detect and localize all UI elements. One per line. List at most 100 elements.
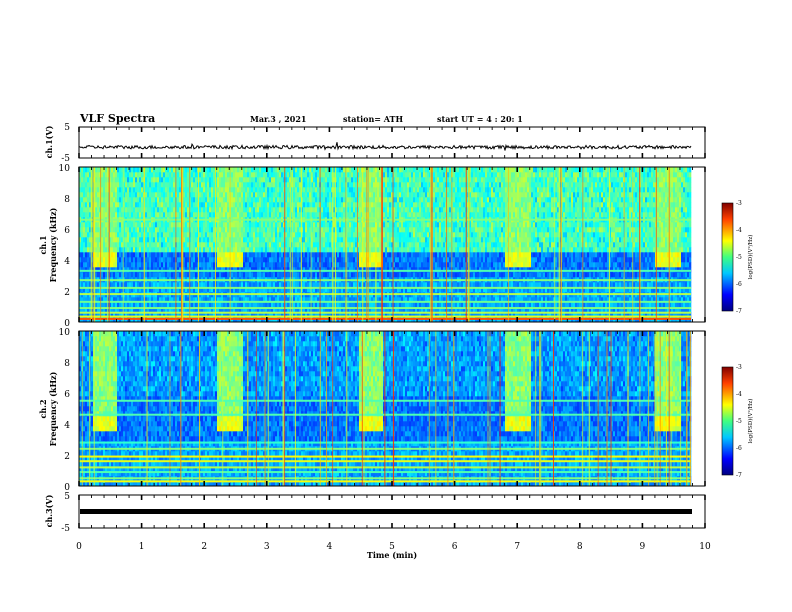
spectrogram-cell: [273, 252, 276, 258]
spectrogram-cell: [371, 177, 374, 183]
spectrogram-cell: [383, 182, 386, 188]
spectrogram-cell: [151, 267, 154, 273]
spectrogram-cell: [165, 172, 168, 178]
spectrogram-cell: [117, 257, 120, 263]
spectrogram-cell: [85, 237, 88, 243]
spectrogram-cell: [219, 307, 222, 313]
spectrogram-cell: [145, 182, 148, 188]
spectrogram-cell: [219, 272, 222, 278]
spectrogram-cell: [193, 252, 196, 258]
spectrogram-cell: [127, 232, 130, 238]
spectrogram-cell: [125, 262, 128, 268]
spectrogram-cell: [79, 297, 82, 303]
spectrogram-cell: [373, 187, 376, 193]
spectrogram-cell: [267, 172, 270, 178]
spectrogram-cell: [199, 262, 202, 268]
spectrogram-cell: [275, 202, 278, 208]
spectrogram-cell: [371, 252, 374, 258]
spectrogram-cell: [247, 167, 250, 173]
spectrogram-cell: [287, 262, 290, 268]
spectrogram-cell: [109, 267, 112, 273]
spectrogram-cell: [179, 272, 182, 278]
spectrogram-cell: [97, 237, 100, 243]
spectrogram-cell: [91, 167, 94, 173]
spectrogram-cell: [387, 167, 390, 173]
spectrogram-cell: [161, 227, 164, 233]
spectrogram-cell: [153, 177, 156, 183]
spectrogram-cell: [221, 192, 224, 198]
spectrogram-cell: [179, 232, 182, 238]
spectrogram-cell: [275, 252, 278, 258]
spectrogram-cell: [119, 187, 122, 193]
spectrogram-cell: [87, 177, 90, 183]
spectrogram-cell: [217, 247, 220, 253]
spectrogram-cell: [183, 267, 186, 273]
spectrogram-cell: [185, 227, 188, 233]
spectrogram-cell: [303, 177, 306, 183]
spectrogram-cell: [201, 187, 204, 193]
spectrogram-cell: [355, 282, 358, 288]
spectrogram-cell: [341, 282, 344, 288]
spectrogram-cell: [111, 172, 114, 178]
spectrogram-cell: [371, 172, 374, 178]
spectrogram-cell: [305, 192, 308, 198]
spectrogram-cell: [109, 222, 112, 228]
spectrogram-cell: [257, 207, 260, 213]
spectrogram-cell: [263, 247, 266, 253]
spectrogram-cell: [199, 272, 202, 278]
spectrogram-cell: [129, 172, 132, 178]
spectrogram-cell: [203, 297, 206, 303]
spectrogram-cell: [159, 177, 162, 183]
spectrogram-cell: [161, 302, 164, 308]
spectrogram-cell: [351, 207, 354, 213]
spectrogram-cell: [283, 182, 286, 188]
spectrogram-cell: [245, 202, 248, 208]
spectrogram-cell: [217, 302, 220, 308]
spectrogram-cell: [121, 192, 124, 198]
spectrogram-cell: [79, 242, 82, 248]
spectrogram-cell: [265, 187, 268, 193]
spectrogram-cell: [217, 267, 220, 273]
spectrogram-cell: [221, 312, 224, 318]
spectrogram-cell: [389, 172, 392, 178]
spectrogram-cell: [315, 252, 318, 258]
spectrogram-cell: [225, 222, 228, 228]
spectrogram-cell: [243, 247, 246, 253]
spectrogram-cell: [389, 232, 392, 238]
spectrogram-cell: [91, 262, 94, 268]
spectrogram-cell: [199, 207, 202, 213]
spectrogram-cell: [101, 312, 104, 318]
spectrogram-cell: [115, 177, 118, 183]
spectrogram-cell: [93, 242, 96, 248]
spectrogram-cell: [373, 232, 376, 238]
spectrogram-cell: [267, 232, 270, 238]
spectrogram-cell: [87, 192, 90, 198]
spectrogram-cell: [167, 222, 170, 228]
spectrogram-cell: [119, 312, 122, 318]
spectrogram-cell: [247, 237, 250, 243]
spectrogram-cell: [259, 222, 262, 228]
spectrogram-cell: [253, 182, 256, 188]
spectrogram-cell: [81, 287, 84, 293]
spectrogram-cell: [223, 237, 226, 243]
spectrogram-cell: [247, 312, 250, 318]
spectrogram-cell: [267, 222, 270, 228]
spectrogram-cell: [255, 242, 258, 248]
spectrogram-cell: [219, 212, 222, 218]
spectrogram-cell: [89, 172, 92, 178]
spectrogram-cell: [187, 267, 190, 273]
spectrogram-cell: [253, 267, 256, 273]
spectrogram-cell: [395, 172, 398, 178]
spectrogram-cell: [227, 237, 230, 243]
spectrogram-cell: [101, 282, 104, 288]
spectrogram-cell: [105, 172, 108, 178]
spectrogram-cell: [237, 177, 240, 183]
spectrogram-cell: [225, 232, 228, 238]
spectrogram-cell: [385, 182, 388, 188]
spectrogram-cell: [89, 267, 92, 273]
spectrogram-cell: [155, 202, 158, 208]
spectrogram-cell: [223, 197, 226, 203]
spectrogram-cell: [101, 262, 104, 268]
spectrogram-cell: [79, 227, 82, 233]
spectrogram-cell: [359, 272, 362, 278]
